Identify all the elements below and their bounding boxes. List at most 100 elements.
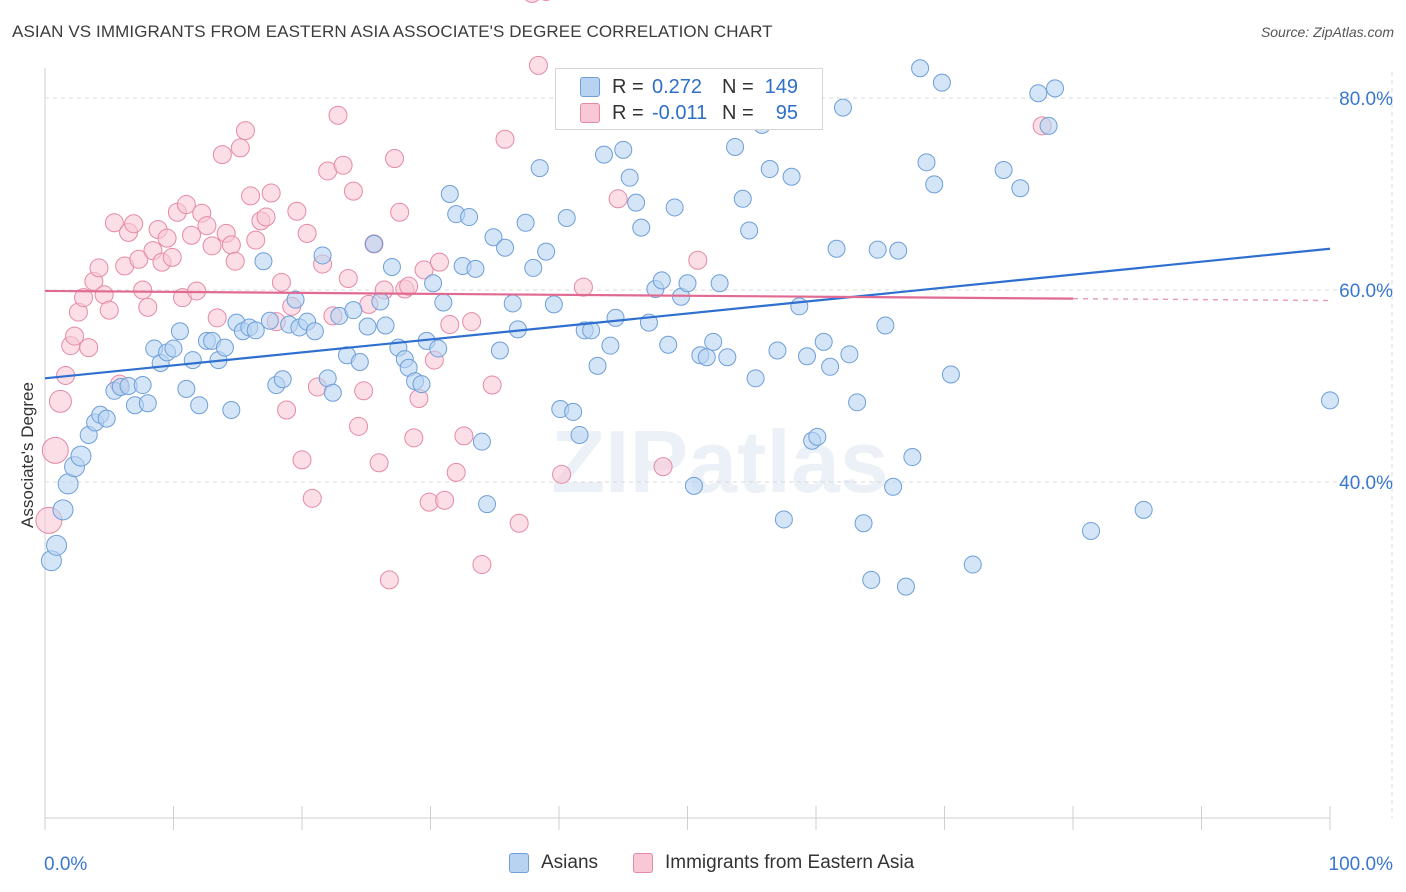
- data-point-asians: [790, 297, 809, 316]
- data-point-asians: [1011, 179, 1030, 198]
- data-point-asians: [932, 73, 951, 92]
- data-point-immigrants: [573, 277, 593, 297]
- data-point-asians: [544, 295, 563, 314]
- n-label: N =: [722, 101, 754, 124]
- data-point-asians: [821, 357, 840, 376]
- n-value: 95: [775, 101, 798, 124]
- data-point-immigrants: [482, 375, 502, 395]
- data-point-asians: [889, 241, 908, 260]
- data-point-asians: [412, 375, 431, 394]
- data-point-immigrants: [429, 252, 449, 272]
- data-point-immigrants: [385, 148, 405, 168]
- data-point-asians: [273, 370, 292, 389]
- series-asians: [40, 59, 1339, 596]
- data-point-immigrants: [414, 260, 434, 280]
- data-point-immigrants: [688, 250, 708, 270]
- data-point-asians: [246, 321, 265, 340]
- data-point-immigrants: [333, 155, 353, 175]
- asians-swatch: [580, 77, 600, 97]
- data-point-asians: [911, 59, 930, 78]
- data-point-asians: [620, 168, 639, 187]
- data-point-asians: [429, 339, 448, 358]
- data-point-immigrants: [99, 300, 119, 320]
- data-point-asians: [183, 351, 202, 370]
- data-point-asians: [344, 301, 363, 320]
- data-point-immigrants: [390, 202, 410, 222]
- data-point-asians: [798, 347, 817, 366]
- data-point-asians: [814, 332, 833, 351]
- data-point-immigrants: [138, 297, 158, 317]
- data-point-immigrants: [241, 186, 261, 206]
- trend-lines: [44, 247, 1331, 380]
- data-point-immigrants: [230, 138, 250, 158]
- y-tick-label: 60.0%: [1339, 281, 1393, 302]
- data-point-immigrants: [446, 462, 466, 482]
- legend-item-asians[interactable]: Asians: [509, 852, 598, 874]
- n-value: 149: [764, 75, 798, 98]
- data-point-asians: [490, 341, 509, 360]
- r-label: R =: [612, 75, 644, 98]
- legend-label-immigrants: Immigrants from Eastern Asia: [665, 852, 915, 873]
- data-point-asians: [678, 274, 697, 293]
- data-point-immigrants: [472, 555, 492, 575]
- data-point-asians: [659, 335, 678, 354]
- data-point-asians: [313, 246, 332, 265]
- data-point-asians: [460, 208, 479, 227]
- data-point-asians: [440, 185, 459, 203]
- legend-item-immigrants[interactable]: Immigrants from Eastern Asia: [633, 852, 914, 874]
- data-point-immigrants: [261, 183, 281, 203]
- data-point-asians: [1029, 84, 1048, 103]
- data-point-asians: [684, 476, 703, 495]
- data-point-asians: [472, 432, 491, 451]
- data-point-immigrants: [212, 145, 232, 165]
- data-point-asians: [614, 140, 633, 159]
- data-point-immigrants: [454, 426, 474, 446]
- data-point-asians: [854, 514, 873, 533]
- data-point-immigrants: [552, 464, 572, 484]
- data-point-immigrants: [653, 457, 673, 477]
- data-point-asians: [588, 356, 607, 375]
- data-point-immigrants: [338, 268, 358, 288]
- data-point-immigrants: [197, 216, 217, 236]
- data-point-immigrants: [225, 251, 245, 271]
- data-point-asians: [260, 311, 279, 330]
- data-point-immigrants: [133, 280, 153, 300]
- data-point-asians: [478, 495, 497, 514]
- data-point-asians: [718, 348, 737, 367]
- data-point-asians: [215, 338, 234, 357]
- data-point-immigrants: [221, 235, 241, 255]
- data-point-immigrants: [176, 195, 196, 215]
- data-point-asians: [97, 409, 116, 428]
- data-point-asians: [424, 274, 443, 293]
- data-point-asians: [323, 383, 342, 402]
- asians-legend-swatch: [509, 853, 529, 873]
- data-point-asians: [925, 175, 944, 194]
- tick-labels: 40.0%60.0%80.0%100.0%0.0%100.0%: [44, 89, 1394, 875]
- data-point-asians: [963, 555, 982, 574]
- data-point-immigrants: [41, 436, 69, 464]
- data-point-asians: [52, 499, 74, 521]
- data-point-asians: [484, 228, 503, 247]
- data-point-immigrants: [462, 312, 482, 332]
- data-point-asians: [164, 339, 183, 358]
- data-point-immigrants: [302, 488, 322, 508]
- r-value: -0.011: [652, 101, 708, 124]
- data-point-asians: [371, 292, 390, 311]
- chart-title: ASIAN VS IMMIGRANTS FROM EASTERN ASIA AS…: [12, 22, 773, 41]
- x-tick-label-max: 100.0%: [1329, 854, 1394, 875]
- y-tick-label: 80.0%: [1339, 89, 1393, 110]
- data-point-immigrants: [256, 207, 276, 227]
- r-value: 0.272: [652, 75, 703, 98]
- data-point-immigrants: [207, 308, 227, 328]
- data-point-asians: [557, 209, 576, 227]
- data-point-asians: [170, 322, 189, 341]
- data-point-asians: [537, 242, 556, 261]
- data-point-asians: [808, 427, 827, 446]
- data-point-asians: [994, 161, 1013, 179]
- legend-label-asians: Asians: [541, 852, 599, 873]
- data-point-asians: [868, 240, 887, 259]
- data-point-asians: [582, 321, 601, 340]
- data-point-immigrants: [65, 326, 85, 346]
- y-axis-label: Associate's Degree: [18, 382, 37, 528]
- series-legend: Asians Immigrants from Eastern Asia: [0, 852, 1406, 878]
